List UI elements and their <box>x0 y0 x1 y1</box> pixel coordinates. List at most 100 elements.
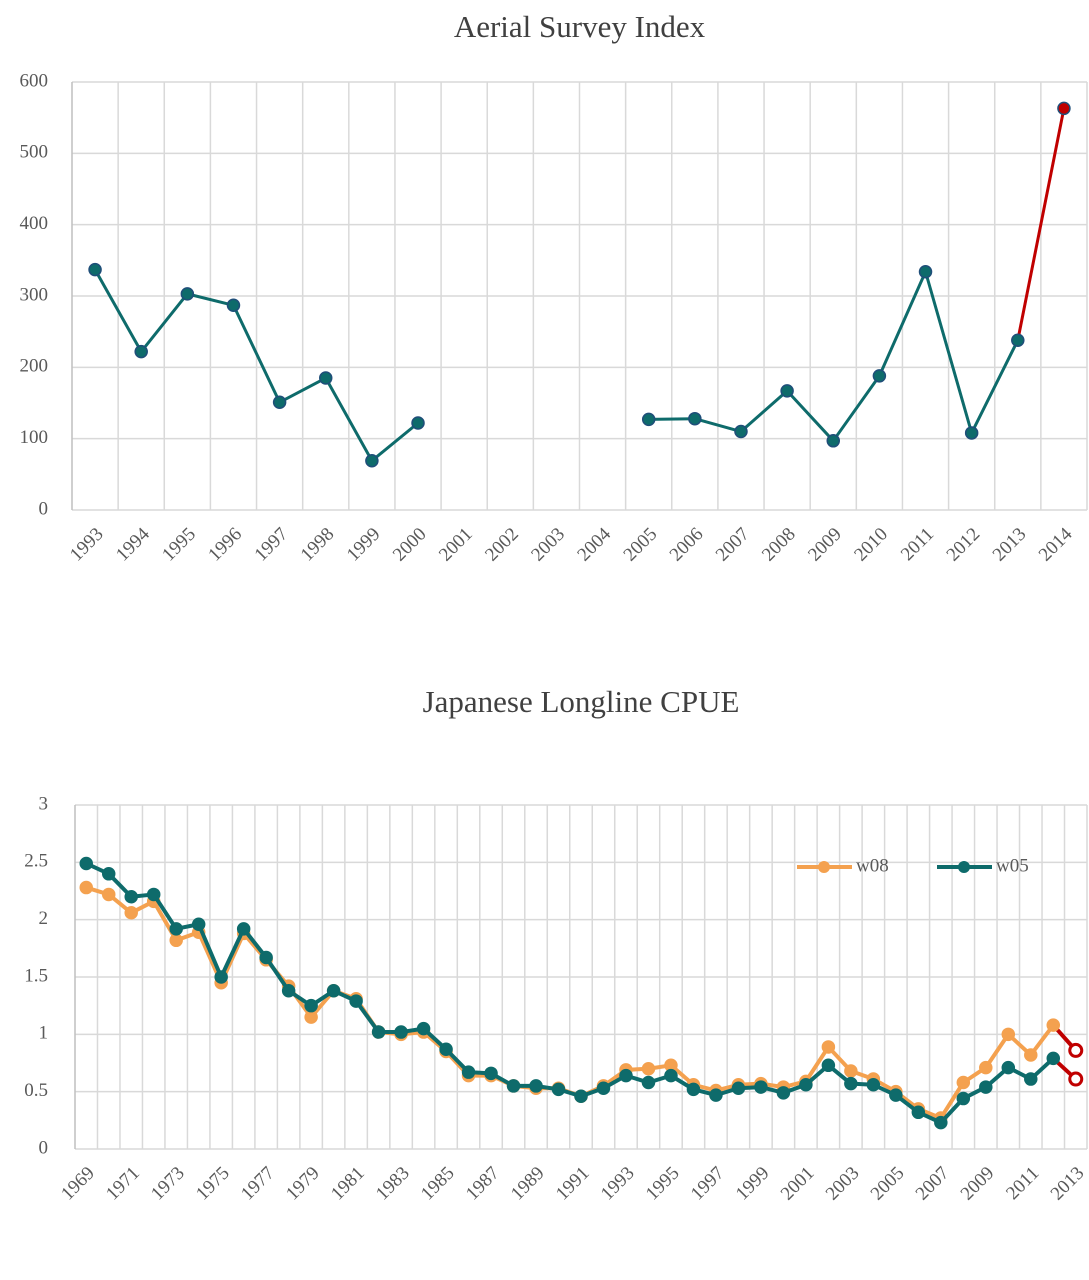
x-tick-label: 2004 <box>573 523 615 565</box>
data-point <box>101 887 116 902</box>
data-point <box>281 984 296 998</box>
data-point <box>641 1075 656 1090</box>
data-point <box>776 1086 791 1100</box>
y-tick-label: 2.5 <box>24 851 48 872</box>
data-point <box>596 1081 611 1095</box>
data-point <box>826 434 840 448</box>
data-point <box>1046 1051 1061 1066</box>
x-tick-label: 2006 <box>666 524 708 566</box>
data-point <box>439 1042 453 1056</box>
data-point <box>79 856 93 871</box>
data-point <box>326 984 341 998</box>
x-tick-label: 2007 <box>912 1163 954 1205</box>
x-tick-label: 2005 <box>620 524 662 566</box>
data-point <box>319 371 333 385</box>
x-tick-label: 1973 <box>147 1163 189 1205</box>
y-tick-label: 200 <box>20 356 49 377</box>
data-point <box>641 1061 656 1076</box>
data-point <box>226 298 241 313</box>
data-point <box>821 1058 836 1073</box>
y-tick-label: 100 <box>20 427 49 448</box>
data-point <box>484 1066 498 1081</box>
highlight-line <box>1016 108 1066 341</box>
data-point <box>956 1091 971 1106</box>
data-point <box>686 1082 701 1097</box>
x-tick-label: 2001 <box>435 524 477 566</box>
data-point <box>1024 1048 1038 1062</box>
data-point <box>754 1080 768 1094</box>
data-point <box>709 1088 723 1102</box>
x-tick-label: 2013 <box>989 524 1031 566</box>
legend-marker <box>818 861 830 873</box>
data-point <box>844 1076 858 1091</box>
data-point <box>780 384 794 398</box>
data-point <box>529 1079 543 1093</box>
data-point <box>146 887 161 902</box>
legend-marker <box>958 861 970 873</box>
data-point <box>236 922 251 936</box>
data-point <box>124 889 138 904</box>
data-point <box>1001 1060 1016 1075</box>
data-point <box>934 1115 948 1130</box>
data-point <box>169 922 183 936</box>
x-tick-label: 2013 <box>1047 1163 1089 1205</box>
data-point <box>124 906 138 920</box>
data-point <box>134 344 148 359</box>
data-point <box>688 411 702 426</box>
x-tick-label: 1999 <box>732 1163 774 1205</box>
x-tick-label: 2014 <box>1035 523 1077 565</box>
x-tick-label: 2011 <box>897 524 938 565</box>
y-tick-label: 0 <box>39 498 49 519</box>
x-tick-label: 2001 <box>777 1163 819 1205</box>
x-tick-label: 1998 <box>297 524 339 566</box>
chart-title: Aerial Survey Index <box>454 9 706 44</box>
x-tick-label: 1993 <box>597 1163 639 1205</box>
data-point <box>1024 1072 1038 1086</box>
x-tick-label: 1995 <box>642 1163 684 1205</box>
data-point <box>1057 101 1071 116</box>
data-point <box>821 1040 836 1054</box>
x-tick-label: 1996 <box>204 524 246 566</box>
data-point <box>844 1064 858 1078</box>
data-point <box>664 1068 678 1083</box>
x-tick-label: 2009 <box>804 524 846 566</box>
data-point <box>394 1025 408 1039</box>
data-point <box>349 994 363 1008</box>
data-point <box>371 1025 386 1039</box>
data-point <box>304 998 318 1013</box>
x-tick-label: 1991 <box>552 1163 594 1205</box>
data-point <box>551 1082 566 1097</box>
data-point <box>88 262 102 277</box>
data-point <box>191 917 206 932</box>
x-tick-label: 1985 <box>417 1163 459 1205</box>
x-tick-label: 2008 <box>758 524 800 566</box>
y-tick-label: 400 <box>20 213 49 234</box>
data-point <box>979 1080 993 1094</box>
x-tick-label: 1969 <box>57 1163 99 1205</box>
data-point <box>956 1075 971 1090</box>
x-tick-label: 2010 <box>850 524 892 566</box>
data-point <box>641 412 656 427</box>
data-point <box>1011 333 1025 347</box>
x-tick-label: 2000 <box>389 524 431 566</box>
x-tick-label: 1979 <box>282 1163 324 1205</box>
x-tick-label: 1983 <box>372 1163 414 1205</box>
y-tick-label: 0.5 <box>24 1080 48 1101</box>
x-tick-label: 2003 <box>527 524 569 566</box>
x-tick-label: 1993 <box>66 524 108 566</box>
data-point <box>619 1068 633 1083</box>
data-point <box>734 424 748 439</box>
x-tick-label: 2003 <box>822 1163 864 1205</box>
x-tick-label: 2011 <box>1002 1163 1043 1204</box>
data-point <box>101 867 116 881</box>
x-tick-label: 1971 <box>102 1163 144 1205</box>
data-point <box>889 1088 903 1102</box>
x-tick-label: 2012 <box>943 524 985 566</box>
x-tick-label: 1987 <box>462 1163 504 1205</box>
y-tick-label: 3 <box>39 793 49 814</box>
data-point <box>416 1021 431 1036</box>
x-tick-label: 1995 <box>158 524 200 566</box>
legend-label: w08 <box>856 855 889 876</box>
data-point <box>918 264 933 279</box>
